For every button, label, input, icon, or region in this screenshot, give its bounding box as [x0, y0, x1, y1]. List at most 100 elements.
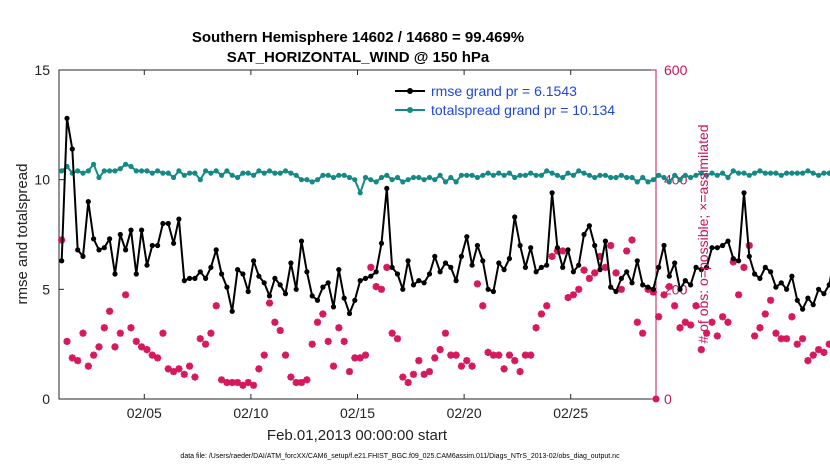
totalspread-point: [245, 170, 251, 176]
rmse-point: [160, 220, 166, 227]
y-axis-left: 0 5 10 15: [34, 62, 64, 407]
rmse-point: [378, 240, 385, 246]
rmse-point: [682, 278, 688, 284]
rmse-point: [112, 271, 118, 277]
rmse-point: [277, 282, 283, 288]
totalspread-point: [554, 172, 561, 178]
y-tick-label: 15: [34, 62, 50, 78]
obs-assimilated-point: [500, 365, 508, 373]
rmse-point: [490, 288, 496, 295]
totalspread-point: [624, 174, 630, 181]
rmse-point: [538, 264, 545, 270]
totalspread-point: [458, 172, 464, 178]
rmse-point: [309, 293, 315, 299]
totalspread-point: [634, 179, 640, 185]
obs-assimilated-point: [596, 252, 604, 261]
totalspread-point: [688, 174, 694, 181]
y-axis-label: rmse and totalspread: [14, 164, 31, 305]
totalspread-point: [187, 170, 193, 176]
rmse-point: [816, 286, 822, 292]
totalspread-point: [800, 170, 806, 176]
totalspread-point: [139, 168, 145, 174]
obs-assimilated-point: [191, 373, 199, 381]
obs-assimilated-point: [639, 329, 647, 337]
rmse-point: [746, 253, 752, 259]
obs-assimilated-point: [665, 282, 673, 291]
totalspread-point: [666, 179, 672, 185]
rmse-point: [608, 284, 614, 290]
totalspread-point: [730, 168, 736, 174]
obs-assimilated-point: [415, 357, 423, 365]
obs-assimilated-point: [185, 362, 194, 370]
totalspread-point: [485, 170, 491, 176]
rmse-point: [533, 269, 539, 275]
totalspread-point: [768, 170, 774, 176]
rmse-point: [528, 245, 534, 251]
rmse-point: [650, 286, 656, 292]
totalspread-point: [613, 174, 619, 181]
obs-assimilated-point: [559, 247, 567, 255]
rmse-point: [352, 297, 358, 303]
rmse-point: [410, 282, 417, 288]
totalspread-point: [533, 172, 539, 178]
obs-assimilated-point: [628, 236, 636, 244]
obs-assimilated-point: [569, 291, 577, 299]
totalspread-point: [192, 170, 198, 176]
totalspread-point: [469, 172, 475, 178]
totalspread-point: [789, 170, 795, 176]
obs-assimilated-point: [207, 329, 215, 337]
legend: rmse grand pr = 6.1543 totalspread grand…: [395, 83, 615, 118]
totalspread-point: [314, 177, 321, 183]
totalspread-point: [410, 174, 417, 181]
rmse-point: [240, 271, 246, 277]
obs-assimilated-point: [633, 318, 641, 326]
totalspread-point: [165, 170, 171, 176]
obs-assimilated-point: [175, 365, 183, 373]
totalspread-point: [325, 172, 331, 178]
totalspread-point: [176, 168, 182, 174]
totalspread-point: [277, 170, 283, 176]
totalspread-point: [464, 172, 470, 178]
obs-assimilated-point: [329, 362, 338, 370]
totalspread-point: [538, 172, 545, 178]
totalspread-point: [240, 170, 246, 176]
rmse-point: [203, 275, 209, 281]
totalspread-point: [693, 172, 699, 178]
rmse-point: [512, 214, 518, 220]
rmse-point: [373, 269, 379, 275]
obs-assimilated-point: [527, 351, 535, 359]
x-tick-label: 02/05: [127, 405, 162, 421]
rmse-point: [293, 286, 299, 292]
obs-assimilated-point: [708, 318, 716, 326]
rmse-point: [773, 284, 779, 290]
obs-assimilated-point: [249, 381, 258, 389]
rmse-point: [304, 269, 310, 275]
totalspread-point: [512, 174, 518, 181]
rmse-point: [570, 269, 577, 275]
obs-assimilated-point: [767, 296, 775, 304]
obs-assimilated-point: [660, 291, 668, 299]
rmse-point: [768, 269, 774, 275]
rmse-point: [251, 258, 257, 264]
totalspread-point: [149, 170, 155, 176]
rmse-point: [448, 264, 454, 270]
obs-assimilated-point: [575, 285, 583, 293]
rmse-point: [549, 190, 555, 196]
totalspread-point: [762, 170, 768, 176]
y-tick-label: 10: [34, 172, 50, 188]
obs-assimilated-point: [340, 337, 348, 346]
rmse-point: [709, 245, 715, 251]
rmse-point: [123, 247, 129, 253]
totalspread-point: [112, 168, 118, 174]
totalspread-point: [426, 174, 433, 181]
rmse-point: [485, 286, 491, 292]
totalspread-point: [155, 168, 161, 174]
rmse-point: [75, 247, 81, 253]
totalspread-point: [597, 172, 603, 178]
rmse-point: [554, 245, 561, 251]
rmse-point: [666, 273, 672, 279]
obs-assimilated-point: [393, 335, 402, 343]
totalspread-point: [709, 170, 715, 176]
totalspread-point: [778, 172, 784, 178]
rmse-point: [149, 242, 155, 249]
